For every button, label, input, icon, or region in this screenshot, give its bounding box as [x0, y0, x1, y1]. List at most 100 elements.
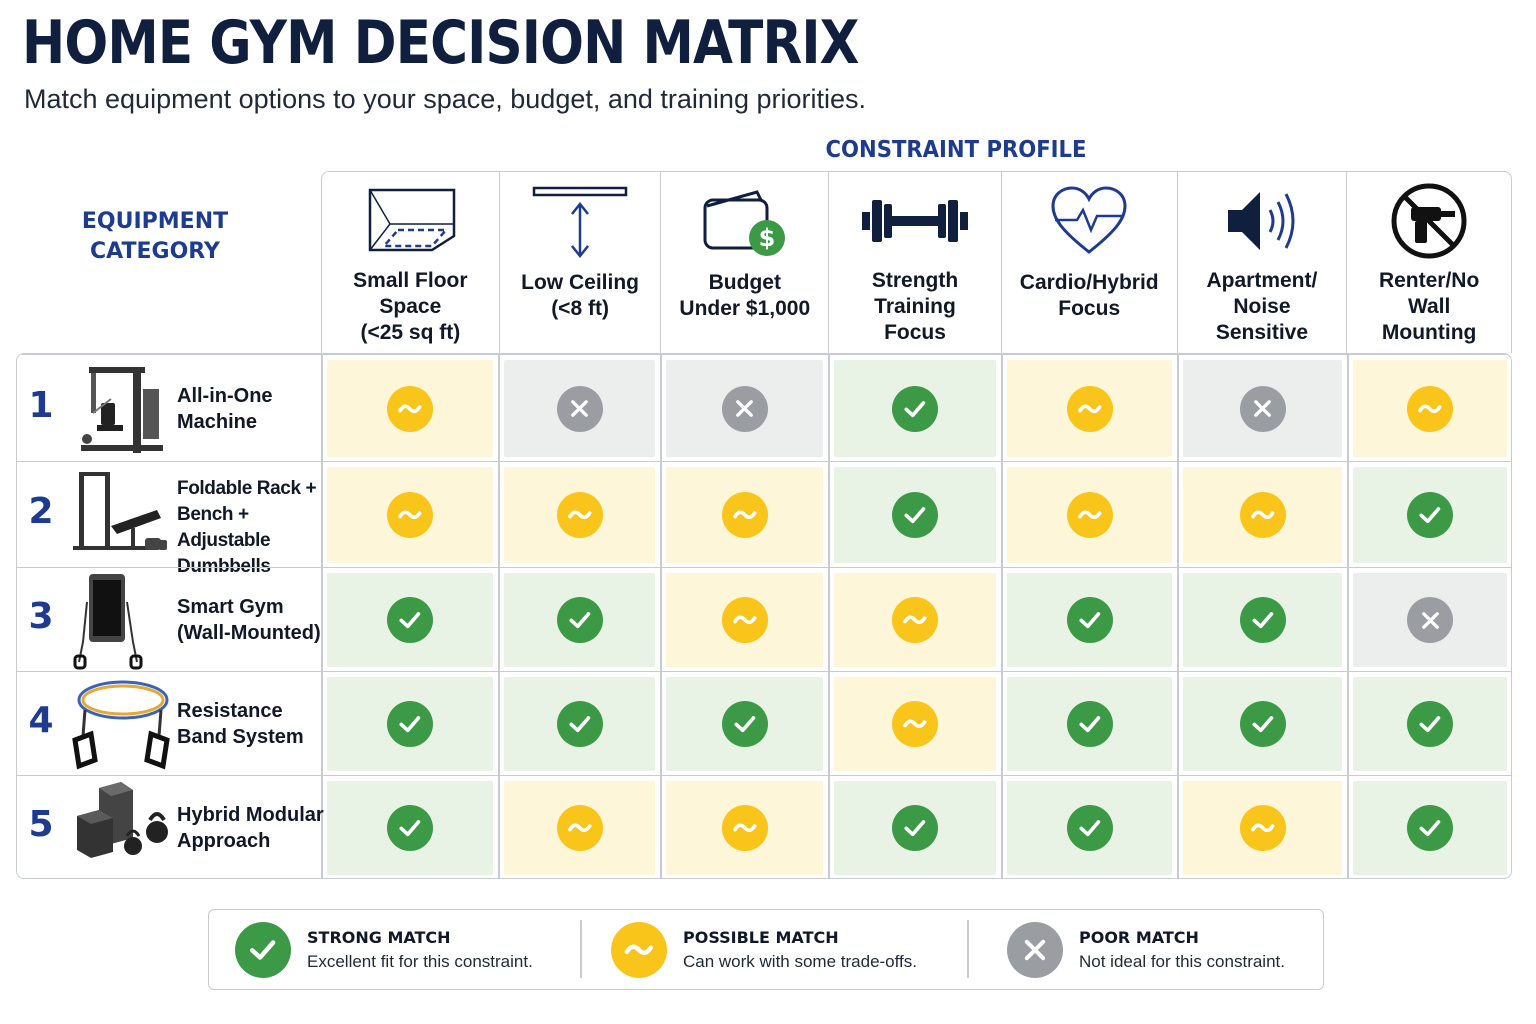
- rating-cell: [1007, 677, 1172, 771]
- constraint-label: Renter/No Wall Mounting: [1378, 269, 1480, 344]
- heart-pulse-icon: [1002, 184, 1177, 258]
- row-number: 3: [28, 596, 54, 637]
- possible-match-tilde-icon: [721, 597, 768, 643]
- constraint-header-3: $ Budget Under $1,000: [660, 172, 828, 353]
- smart-gym-icon: [71, 572, 171, 677]
- rating-cell: [327, 573, 493, 667]
- column-divider: [498, 354, 500, 878]
- strong-match-check-icon: [387, 701, 433, 747]
- rating-cell: [1353, 677, 1507, 771]
- constraint-header-2: Low Ceiling (<8 ft): [498, 172, 661, 353]
- rating-cell: [666, 360, 823, 457]
- rating-cell: [1353, 781, 1507, 875]
- constraint-header-7: Renter/No Wall Mounting: [1346, 172, 1511, 353]
- equipment-category-heading: EQUIPMENT CATEGORY: [81, 209, 229, 264]
- possible-match-tilde-icon: [892, 597, 938, 643]
- column-divider: [321, 354, 323, 878]
- rating-cell: [504, 677, 655, 771]
- column-divider: [828, 354, 830, 878]
- strong-match-check-icon: [556, 597, 603, 643]
- rating-cell: [1007, 467, 1172, 563]
- strong-match-check-icon: [387, 597, 433, 643]
- equipment-row-5: 5 Hybrid Modular Approach: [17, 775, 1511, 878]
- constraint-header-row: Small Floor Space (<25 sq ft) Low Ceilin…: [321, 171, 1512, 353]
- strong-match-check-icon: [1239, 701, 1286, 747]
- column-divider: [1177, 354, 1179, 878]
- strong-match-check-icon: [1407, 701, 1453, 747]
- rating-cell: [504, 467, 655, 563]
- strong-match-check-icon: [1239, 597, 1286, 643]
- legend-description: Excellent fit for this constraint.: [307, 952, 533, 971]
- rating-cell: [1353, 360, 1507, 457]
- strong-match-check-icon: [556, 701, 603, 747]
- possible-match-tilde-icon: [1066, 492, 1113, 538]
- rating-cell: [834, 573, 996, 667]
- rating-cell: [1007, 781, 1172, 875]
- rating-cell: [1183, 781, 1342, 875]
- strong-match-check-icon: [1066, 597, 1113, 643]
- constraint-label: Strength Training Focus: [871, 269, 959, 344]
- equipment-label: Foldable Rack + Bench + Adjustable Dumbb…: [177, 478, 317, 577]
- equipment-label: Hybrid Modular Approach: [177, 804, 324, 852]
- constraint-label: Apartment/ Noise Sensitive: [1206, 269, 1318, 344]
- constraint-label: Small Floor Space (<25 sq ft): [353, 269, 468, 344]
- possible-match-tilde-icon: [1407, 385, 1453, 432]
- rack-bench-icon: [71, 466, 171, 563]
- legend-title: POOR MATCH: [1079, 928, 1199, 947]
- legend-description: Not ideal for this constraint.: [1079, 952, 1285, 971]
- possible-match-tilde-icon: [556, 805, 603, 851]
- legend-title: POSSIBLE MATCH: [683, 928, 839, 947]
- strong-match-check-icon: [892, 492, 938, 538]
- floor-space-icon: [322, 184, 499, 258]
- poor-match-x-icon: [1007, 922, 1063, 978]
- strong-match-check-icon: [1407, 805, 1453, 851]
- possible-match-tilde-icon: [387, 385, 433, 432]
- rating-cell: [1183, 360, 1342, 457]
- column-divider: [1001, 354, 1003, 878]
- rating-cell: [504, 360, 655, 457]
- legend-separator: [580, 920, 582, 978]
- page-title: HOME GYM DECISION MATRIX: [22, 8, 859, 78]
- constraint-label: Cardio/Hybrid Focus: [1019, 271, 1159, 320]
- possible-match-tilde-icon: [387, 492, 433, 538]
- rating-cell: [1353, 467, 1507, 563]
- equipment-label: All-in-One Machine: [177, 384, 273, 433]
- rating-cell: [1183, 677, 1342, 771]
- constraint-header-4: Strength Training Focus: [828, 172, 1001, 353]
- strong-match-check-icon: [892, 385, 938, 432]
- rating-cell: [504, 573, 655, 667]
- possible-match-tilde-icon: [892, 701, 938, 747]
- resistance-band-icon: [71, 676, 171, 777]
- possible-match-tilde-icon: [1239, 805, 1286, 851]
- possible-match-tilde-icon: [1066, 385, 1113, 432]
- column-divider: [1347, 354, 1349, 878]
- rating-cell: [327, 360, 493, 457]
- rating-cell: [834, 677, 996, 771]
- poor-match-x-icon: [1239, 385, 1286, 432]
- rating-cell: [1183, 573, 1342, 667]
- speaker-icon: [1178, 184, 1347, 258]
- poor-match-x-icon: [556, 385, 603, 432]
- possible-match-tilde-icon: [721, 492, 768, 538]
- rating-cell: [327, 467, 493, 563]
- constraint-header-6: Apartment/ Noise Sensitive: [1176, 172, 1347, 353]
- legend: STRONG MATCH Excellent fit for this const…: [208, 909, 1324, 990]
- poor-match-x-icon: [1407, 597, 1453, 643]
- dumbbell-icon: [829, 184, 1001, 258]
- rating-cell: [666, 467, 823, 563]
- home-gym-machine-icon: [71, 359, 171, 464]
- modular-blocks-icon: [71, 780, 171, 865]
- equipment-label: Resistance Band System: [177, 700, 304, 748]
- rating-cell: [666, 677, 823, 771]
- equipment-row-1: 1 All-in-One Machine: [17, 354, 1511, 464]
- constraint-profile-heading: CONSTRAINT PROFILE: [825, 137, 1087, 163]
- strong-match-check-icon: [1066, 805, 1113, 851]
- rating-cell: [327, 677, 493, 771]
- rating-cell: [1007, 573, 1172, 667]
- legend-title: STRONG MATCH: [307, 928, 451, 947]
- legend-description: Can work with some trade-offs.: [683, 952, 917, 971]
- rating-cell: [666, 573, 823, 667]
- possible-match-tilde-icon: [1239, 492, 1286, 538]
- decision-matrix: 1 All-in-One Machine 2 Foldable Rack + Be…: [16, 353, 1512, 879]
- possible-match-tilde-icon: [556, 492, 603, 538]
